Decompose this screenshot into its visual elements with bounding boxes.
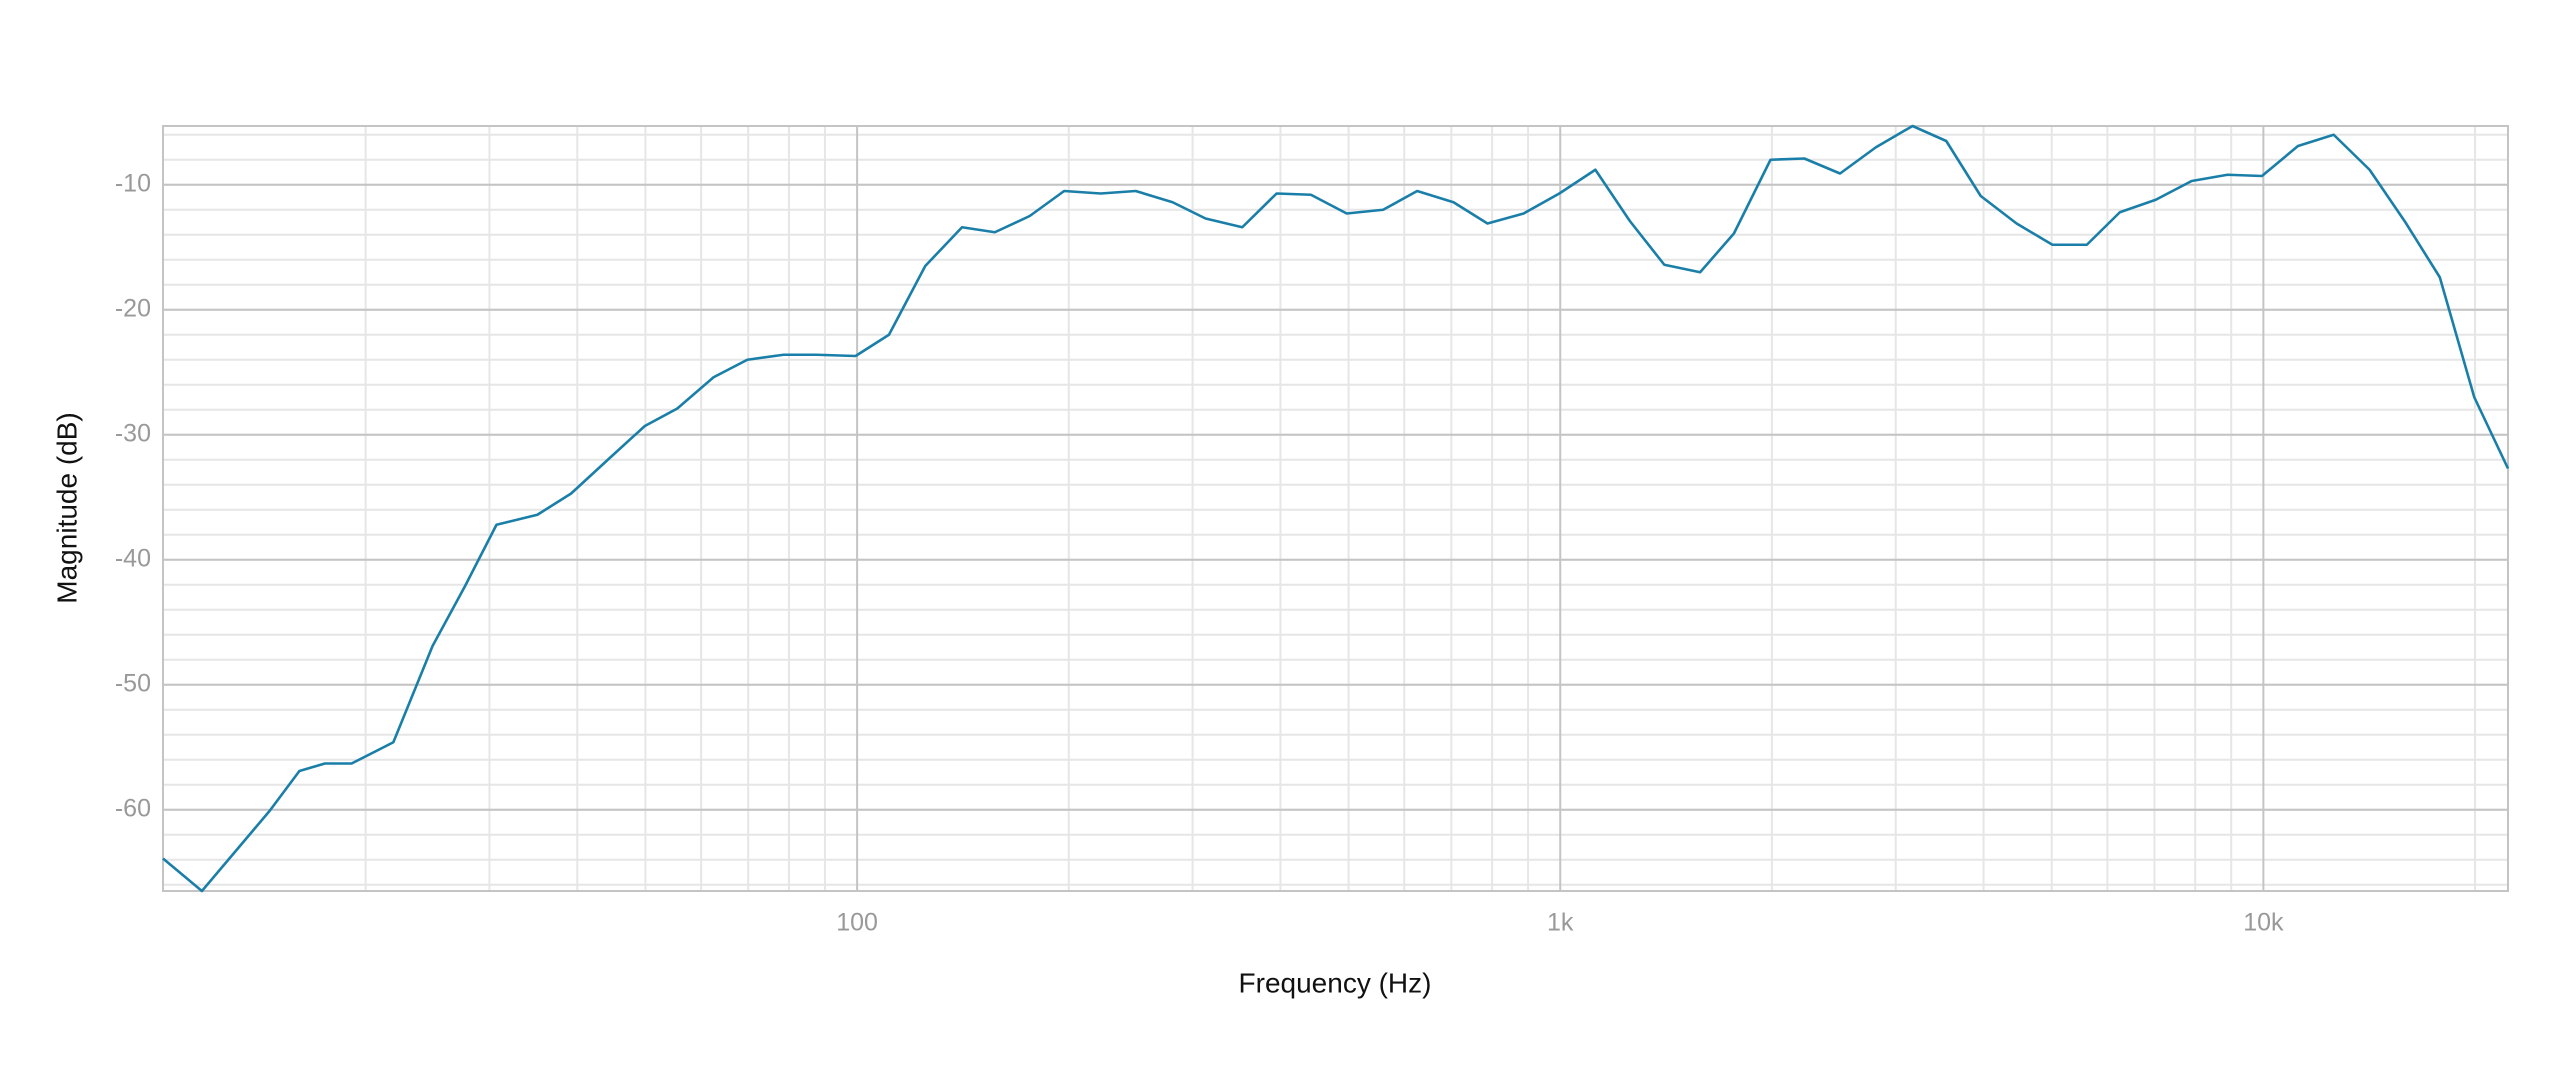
y-tick-label: -10: [115, 169, 151, 197]
y-axis-title: Magnitude (dB): [51, 412, 82, 603]
plot-border: [162, 125, 2509, 892]
y-tick-label: -30: [115, 419, 151, 447]
x-axis-title: Frequency (Hz): [1239, 967, 1432, 998]
x-tick-label: 100: [836, 909, 878, 937]
y-tick-label: -60: [115, 794, 151, 822]
data-line: [162, 124, 2510, 893]
y-tick-label: -40: [115, 544, 151, 572]
x-tick-label: 1k: [1547, 909, 1574, 937]
y-tick-label: -20: [115, 294, 151, 322]
x-tick-label: 10k: [2243, 909, 2284, 937]
y-tick-label: -50: [115, 669, 151, 697]
